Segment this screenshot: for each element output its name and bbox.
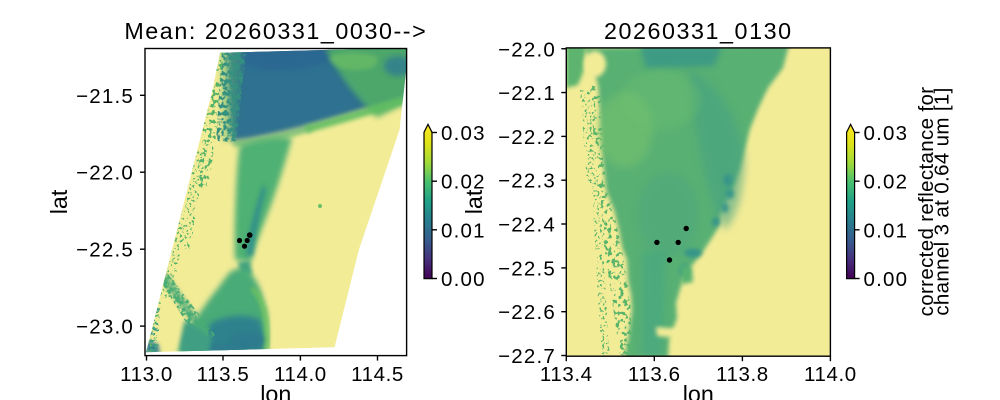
svg-text:113.8: 113.8	[716, 363, 769, 386]
svg-text:0.03: 0.03	[441, 122, 486, 145]
svg-text:0.03: 0.03	[864, 122, 909, 145]
svg-text:−22.6: −22.6	[498, 301, 556, 324]
svg-text:−22.2: −22.2	[498, 126, 556, 149]
svg-text:lat: lat	[461, 189, 487, 214]
svg-text:113.0: 113.0	[120, 363, 173, 386]
svg-text:lon: lon	[683, 381, 714, 400]
svg-text:Mean: 20260331_0030-->: Mean: 20260331_0030-->	[124, 18, 427, 44]
svg-text:−22.4: −22.4	[498, 214, 556, 237]
svg-text:113.6: 113.6	[628, 363, 681, 386]
svg-text:0.02: 0.02	[441, 171, 486, 194]
svg-text:113.4: 113.4	[540, 363, 593, 386]
svg-text:113.5: 113.5	[197, 363, 250, 386]
svg-text:−22.1: −22.1	[498, 82, 556, 105]
svg-text:114.5: 114.5	[351, 363, 404, 386]
svg-text:corrected reflectance for: corrected reflectance for	[915, 87, 938, 317]
svg-text:−21.5: −21.5	[76, 85, 134, 108]
svg-text:lon: lon	[260, 381, 291, 400]
svg-text:114.0: 114.0	[274, 363, 327, 386]
svg-text:−22.5: −22.5	[76, 239, 134, 262]
svg-text:−23.0: −23.0	[76, 316, 134, 339]
svg-text:−22.0: −22.0	[498, 38, 556, 61]
svg-text:−22.5: −22.5	[498, 257, 556, 280]
svg-text:114.0: 114.0	[804, 363, 857, 386]
svg-text:lat: lat	[46, 189, 72, 214]
svg-text:0.02: 0.02	[864, 171, 909, 194]
svg-text:0.01: 0.01	[864, 219, 909, 242]
svg-text:0.00: 0.00	[441, 268, 486, 291]
svg-text:−22.0: −22.0	[76, 162, 134, 185]
svg-text:−22.3: −22.3	[498, 170, 556, 193]
svg-text:0.01: 0.01	[441, 219, 486, 242]
svg-text:20260331_0130: 20260331_0130	[604, 18, 793, 44]
svg-text:channel 3 at 0.64 um [1]: channel 3 at 0.64 um [1]	[931, 87, 954, 315]
svg-text:−22.7: −22.7	[498, 345, 556, 368]
svg-text:0.00: 0.00	[864, 268, 909, 291]
